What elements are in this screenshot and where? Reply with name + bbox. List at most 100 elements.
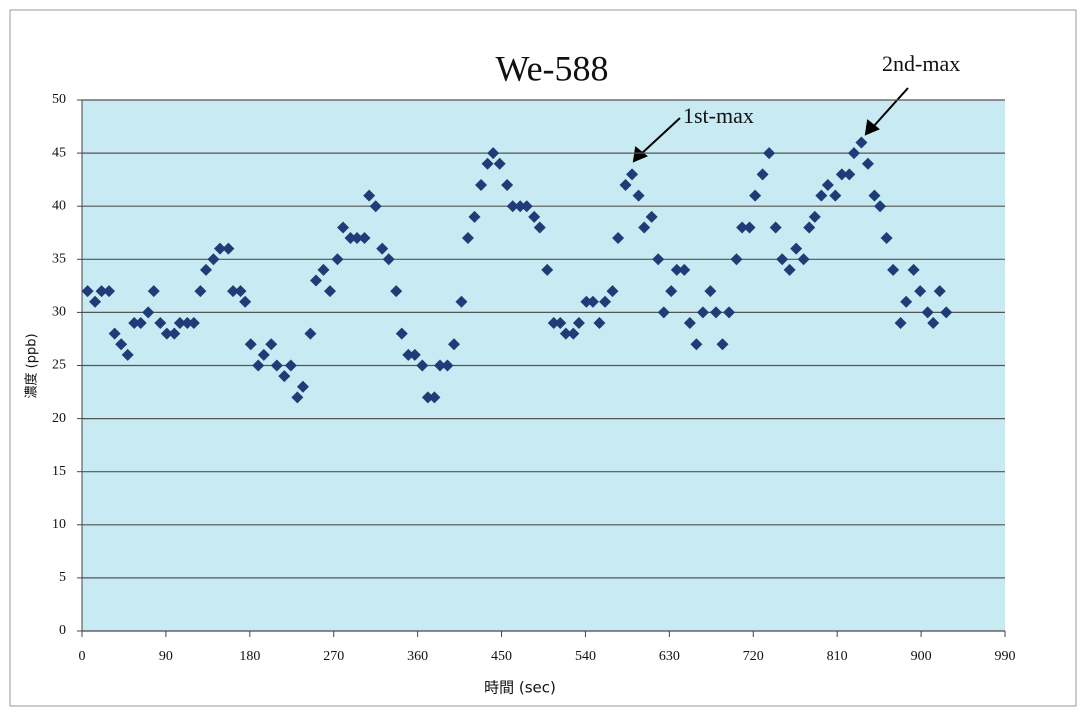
point [808, 210, 821, 223]
point [599, 295, 612, 308]
point [606, 285, 619, 298]
point [142, 306, 155, 319]
point [284, 359, 297, 372]
point [619, 178, 632, 191]
point [227, 285, 240, 298]
point [390, 285, 403, 298]
point [213, 242, 226, 255]
y-tick-label: 45 [52, 145, 66, 160]
point [940, 306, 953, 319]
x-tick-label: 0 [79, 649, 86, 664]
point [900, 295, 913, 308]
point [835, 168, 848, 181]
point [914, 285, 927, 298]
point [481, 157, 494, 170]
point [402, 348, 415, 361]
x-tick-label: 270 [323, 649, 344, 664]
point [704, 285, 717, 298]
point [790, 242, 803, 255]
point [265, 338, 278, 351]
point [880, 232, 893, 245]
x-tick-label: 180 [239, 649, 260, 664]
point [89, 295, 102, 308]
point [331, 253, 344, 266]
point [506, 200, 519, 213]
x-tick-label: 450 [491, 649, 512, 664]
point [421, 391, 434, 404]
point [194, 285, 207, 298]
point [358, 232, 371, 245]
point [369, 200, 382, 213]
x-tick-label: 990 [995, 649, 1016, 664]
point [874, 200, 887, 213]
point [181, 317, 194, 330]
annotation: 1st-max [683, 103, 754, 128]
point [933, 285, 946, 298]
y-tick-label: 0 [59, 623, 66, 638]
point [296, 380, 309, 393]
point [670, 263, 683, 276]
point [475, 178, 488, 191]
annotation-arrows [632, 87, 909, 163]
point [128, 317, 141, 330]
y-tick-label: 35 [52, 252, 66, 267]
point [847, 147, 860, 160]
point [278, 370, 291, 383]
point [657, 306, 670, 319]
point [95, 285, 108, 298]
point [776, 253, 789, 266]
point [115, 338, 128, 351]
point [468, 210, 481, 223]
point [861, 157, 874, 170]
point [160, 327, 173, 340]
y-tick-label: 20 [52, 411, 66, 426]
point [310, 274, 323, 287]
point [626, 168, 639, 181]
point [690, 338, 703, 351]
point [730, 253, 743, 266]
point [487, 147, 500, 160]
point [683, 317, 696, 330]
point [199, 263, 212, 276]
point [756, 168, 769, 181]
point [257, 348, 270, 361]
point [652, 253, 665, 266]
point [493, 157, 506, 170]
point [533, 221, 546, 234]
point [709, 306, 722, 319]
point [501, 178, 514, 191]
x-tick-label: 540 [575, 649, 596, 664]
point [234, 285, 247, 298]
point [763, 147, 776, 160]
y-tick-label: 40 [52, 198, 66, 213]
point [304, 327, 317, 340]
point [147, 285, 160, 298]
point [207, 253, 220, 266]
point [252, 359, 265, 372]
point [239, 295, 252, 308]
point [395, 327, 408, 340]
point [173, 317, 186, 330]
chart-title: We-588 [495, 48, 608, 88]
point [829, 189, 842, 202]
x-tick-label: 90 [159, 649, 173, 664]
point [428, 391, 441, 404]
point [103, 285, 116, 298]
point [541, 263, 554, 276]
x-tick-label: 360 [407, 649, 428, 664]
y-tick-label: 10 [52, 517, 66, 532]
point [749, 189, 762, 202]
point [696, 306, 709, 319]
point [81, 285, 94, 298]
point [344, 232, 357, 245]
point [894, 317, 907, 330]
point [559, 327, 572, 340]
point [376, 242, 389, 255]
point [723, 306, 736, 319]
y-tick-label: 25 [52, 358, 66, 373]
point [187, 317, 200, 330]
point [716, 338, 729, 351]
point [665, 285, 678, 298]
point [520, 200, 533, 213]
point [528, 210, 541, 223]
